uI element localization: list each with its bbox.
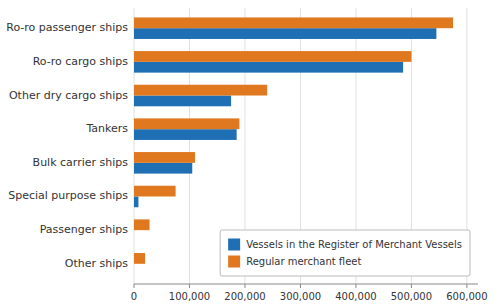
tick-label: 300,000 bbox=[280, 291, 321, 302]
legend-label: Regular merchant fleet bbox=[246, 256, 361, 267]
y-axis: Other ships Passenger ships Special purpos… bbox=[6, 21, 128, 270]
bars bbox=[134, 17, 453, 263]
category-label: Other ships bbox=[65, 257, 128, 270]
bar bbox=[134, 17, 453, 28]
bar bbox=[134, 129, 237, 140]
category-label: Other dry cargo ships bbox=[9, 89, 128, 102]
category-label: Passenger ships bbox=[40, 223, 129, 236]
bar bbox=[134, 196, 138, 207]
legend: Vessels in the Register of Merchant Vess… bbox=[220, 230, 470, 276]
tick-mark bbox=[355, 284, 356, 288]
bar bbox=[134, 219, 150, 230]
chart: 0 100,000 200,000 300,000 400,000 500,000 600,… bbox=[0, 0, 500, 308]
bar bbox=[134, 230, 135, 241]
bar bbox=[134, 152, 195, 163]
x-axis: 0 100,000 200,000 300,000 400,000 500,000 600,… bbox=[131, 284, 488, 302]
tick-mark bbox=[134, 284, 135, 288]
category-label: Tankers bbox=[85, 122, 128, 135]
legend-swatch bbox=[228, 239, 240, 251]
legend-box bbox=[220, 230, 470, 276]
tick-mark bbox=[189, 284, 190, 288]
bar bbox=[134, 62, 403, 73]
tick-mark bbox=[300, 284, 301, 288]
grid-line bbox=[189, 8, 190, 284]
legend-swatch bbox=[228, 256, 240, 268]
bar bbox=[134, 85, 267, 96]
bar bbox=[134, 28, 436, 39]
category-label: Special purpose ships bbox=[8, 189, 128, 202]
legend-label: Vessels in the Register of Merchant Vess… bbox=[246, 239, 462, 250]
category-label: Bulk carrier ships bbox=[33, 156, 129, 169]
tick-mark bbox=[244, 284, 245, 288]
category-label: Ro-ro passenger ships bbox=[6, 21, 128, 34]
tick-label: 0 bbox=[131, 291, 137, 302]
tick-label: 600,000 bbox=[446, 291, 487, 302]
category-label: Ro-ro cargo ships bbox=[33, 55, 129, 68]
bar bbox=[134, 96, 231, 107]
tick-label: 200,000 bbox=[224, 291, 265, 302]
grid-line bbox=[134, 8, 135, 284]
bar bbox=[134, 118, 239, 129]
bar bbox=[134, 51, 411, 62]
tick-label: 100,000 bbox=[169, 291, 210, 302]
tick-label: 400,000 bbox=[335, 291, 376, 302]
bar bbox=[134, 186, 176, 197]
tick-mark bbox=[466, 284, 467, 288]
axis-line bbox=[134, 284, 478, 285]
tick-label: 500,000 bbox=[391, 291, 432, 302]
bar bbox=[134, 253, 145, 264]
bar bbox=[134, 163, 192, 174]
grid bbox=[134, 8, 467, 284]
tick-mark bbox=[411, 284, 412, 288]
bar bbox=[134, 264, 135, 275]
